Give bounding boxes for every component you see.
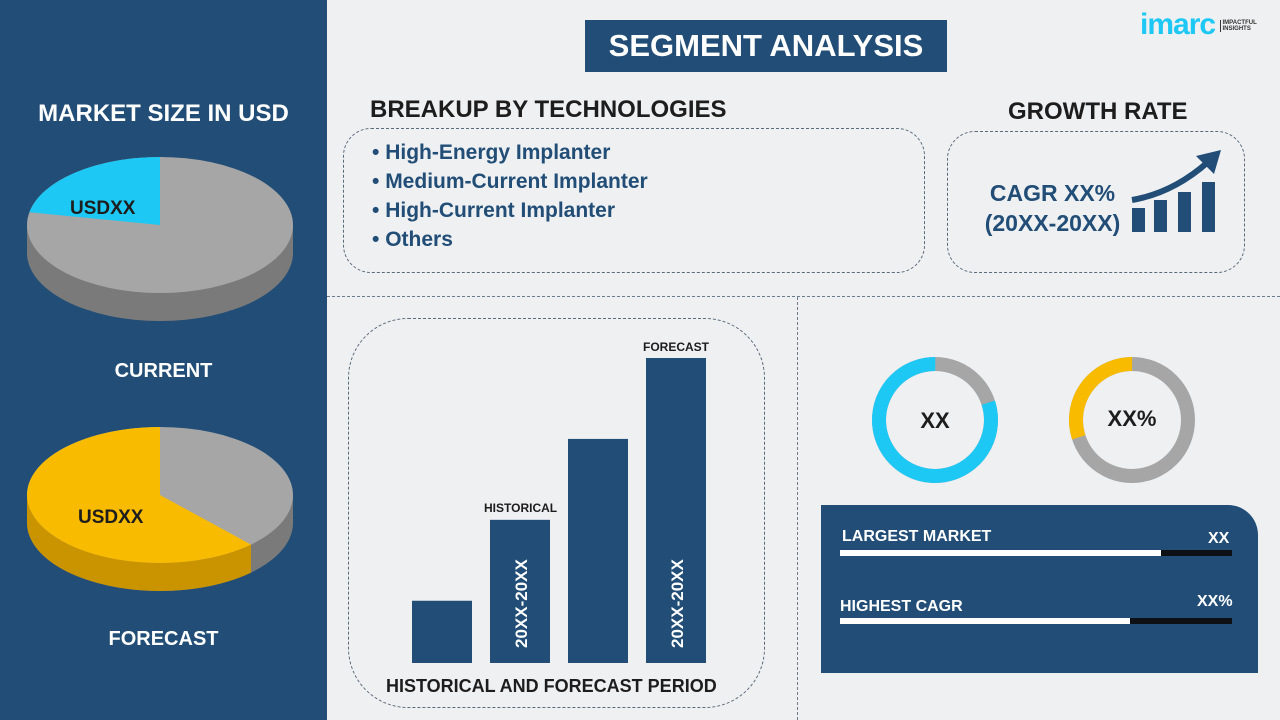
period-chart-box — [348, 318, 765, 708]
divider-horizontal — [327, 296, 1280, 297]
current-value: USDXX — [70, 198, 136, 219]
growth-box — [947, 131, 1245, 273]
period-bar — [646, 358, 706, 663]
largest-market-value: XX — [1208, 530, 1230, 547]
donut2-label: XX% — [1107, 406, 1157, 431]
historical-label: HISTORICAL — [484, 501, 558, 515]
highest-cagr-bar — [840, 618, 1232, 624]
highest-cagr-label: HIGHEST CAGR — [840, 598, 963, 615]
list-item: • Others — [372, 228, 453, 251]
breakup-list: • High-Energy Implanter • Medium-Current… — [372, 138, 648, 254]
imarc-logo: imarc IMPACTFUL INSIGHTS — [1140, 8, 1260, 42]
list-item: • High-Current Implanter — [372, 199, 616, 222]
logo-tagline: IMPACTFUL INSIGHTS — [1219, 20, 1260, 32]
period-bar — [568, 438, 628, 663]
donut1-label: XX — [920, 408, 950, 433]
forecast-value: USDXX — [78, 507, 144, 528]
forecast-pie — [27, 427, 293, 591]
breakup-heading: BREAKUP BY TECHNOLOGIES — [370, 96, 727, 123]
market-size-heading: MARKET SIZE IN USD — [38, 100, 289, 127]
bar-period-text: 20XX-20XX — [668, 559, 687, 648]
period-bar — [412, 600, 472, 663]
divider-vertical — [797, 297, 798, 720]
forecast-pie-slice-depth — [27, 495, 252, 591]
page-title: SEGMENT ANALYSIS — [585, 20, 947, 72]
list-item: • Medium-Current Implanter — [372, 170, 648, 193]
list-item: • High-Energy Implanter — [372, 141, 611, 164]
breakup-box — [343, 128, 925, 273]
largest-market-bar — [840, 550, 1232, 556]
largest-market-fill — [840, 550, 1162, 556]
largest-market-label: LARGEST MARKET — [842, 528, 992, 545]
left-panel — [0, 0, 327, 720]
cagr-line2: (20XX-20XX) — [984, 210, 1121, 236]
cagr-line1: CAGR XX% — [989, 180, 1116, 206]
highest-cagr-value: XX% — [1197, 593, 1233, 610]
period-bar-chart: 20XX-20XX 20XX-20XX — [412, 358, 706, 663]
donut-charts — [872, 357, 1195, 483]
current-pie — [27, 157, 293, 321]
current-label: CURRENT — [114, 360, 213, 382]
current-pie-slice — [29, 157, 161, 225]
forecast-label: FORECAST — [108, 628, 219, 650]
growth-chart-icon — [1131, 150, 1221, 232]
logo-text: imarc — [1140, 8, 1216, 41]
period-xlabel: HISTORICAL AND FORECAST PERIOD — [386, 676, 717, 696]
cagr-text: CAGR XX% (20XX-20XX) — [970, 178, 1135, 238]
highest-cagr-fill — [840, 618, 1131, 624]
stats-panel — [821, 505, 1258, 673]
forecast-bar-label: FORECAST — [643, 340, 709, 354]
growth-heading: GROWTH RATE — [1008, 98, 1188, 125]
forecast-pie-slice — [27, 427, 252, 563]
period-bar — [490, 519, 550, 663]
bar-period-text: 20XX-20XX — [512, 559, 531, 648]
